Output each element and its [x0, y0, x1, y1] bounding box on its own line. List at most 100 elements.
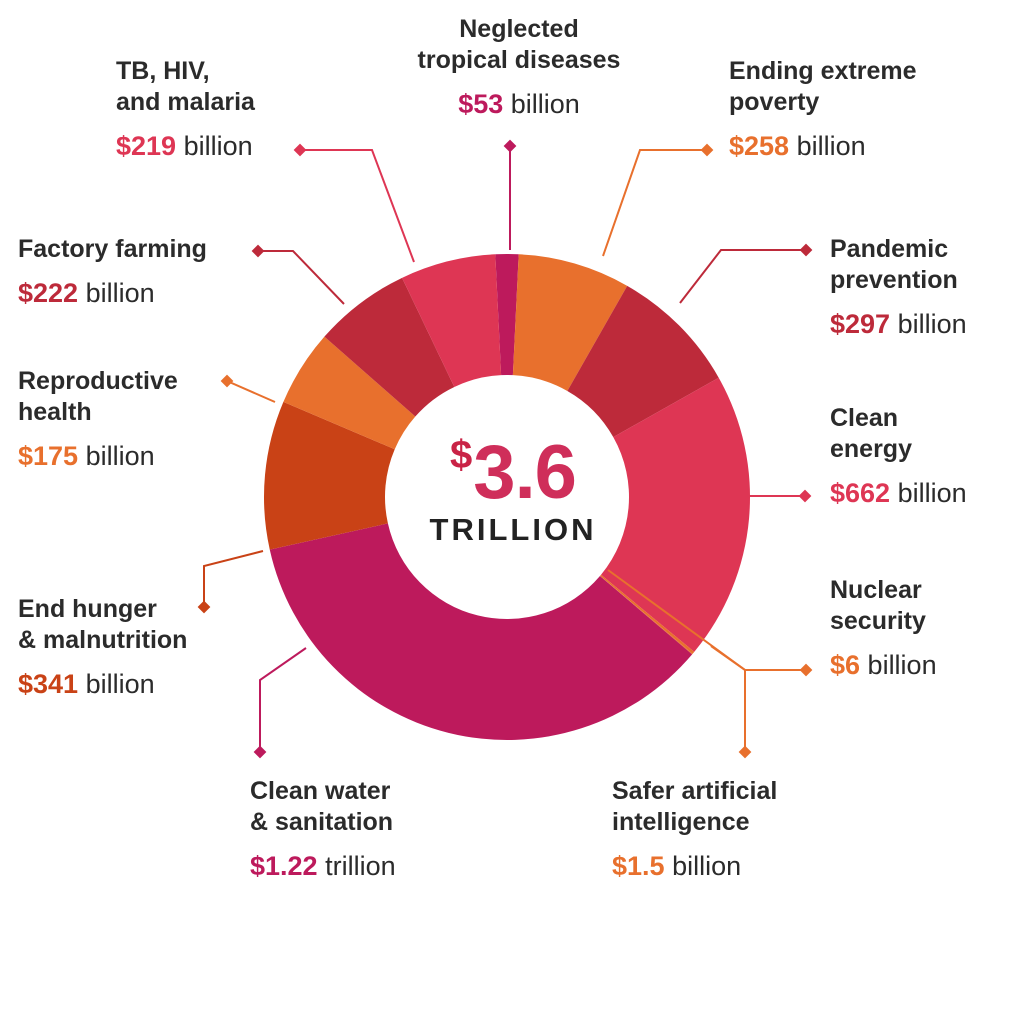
- leader-line-10: [258, 250, 345, 305]
- slice-name-3-line-2: prevention: [830, 266, 958, 294]
- slice-amount-unit-3: billion: [890, 309, 967, 339]
- slice-label-5: Nuclear security $6 billion: [830, 575, 937, 680]
- slice-label-9: Reproductive health $175 billion: [18, 366, 178, 471]
- slice-amount-unit-9: billion: [78, 441, 155, 471]
- slice-amount-unit-4: billion: [890, 478, 967, 508]
- slice-amount-10: $222 billion: [18, 278, 207, 308]
- leader-line-5: [710, 645, 806, 671]
- center-total-unit: TRILLION: [429, 512, 597, 547]
- slice-amount-1: $53 billion: [404, 89, 634, 119]
- slice-amount-6: $1.5 billion: [612, 851, 777, 881]
- leader-marker-11: [293, 143, 307, 157]
- slice-amount-value-5: $6: [830, 650, 861, 680]
- slice-11: [402, 254, 502, 387]
- center-currency: $: [450, 433, 472, 477]
- slice-6: [599, 575, 693, 655]
- slice-amount-value-6: $1.5: [612, 851, 665, 881]
- slice-amount-value-1: $53: [458, 89, 504, 119]
- slice-amount-value-3: $297: [830, 309, 891, 339]
- slice-1: [495, 253, 519, 376]
- slice-amount-7: $1.22 trillion: [250, 851, 396, 881]
- slice-amount-value-9: $175: [18, 441, 79, 471]
- slice-amount-unit-5: billion: [860, 650, 937, 680]
- slice-amount-value-8: $341: [18, 669, 79, 699]
- slice-amount-unit-7: trillion: [317, 851, 396, 881]
- leader-marker-7: [253, 745, 267, 759]
- slice-name-11-line-2: and malaria: [116, 88, 255, 116]
- slice-4: [601, 377, 750, 652]
- slice-amount-value-11: $219: [116, 131, 177, 161]
- leader-line-6: [607, 569, 746, 752]
- slice-name-8-line-1: End hunger: [18, 595, 157, 623]
- slice-label-7: Clean water & sanitation $1.22 trillion: [250, 776, 396, 881]
- leader-marker-1: [503, 139, 517, 153]
- slice-8: [264, 401, 395, 550]
- slice-amount-unit-8: billion: [78, 669, 155, 699]
- slice-amount-4: $662 billion: [830, 478, 967, 508]
- slice-name-8-line-2: & malnutrition: [18, 626, 188, 654]
- slice-name-10-line-1: Factory farming: [18, 235, 207, 263]
- slice-amount-unit-1: billion: [503, 89, 580, 119]
- slice-name-1-line-2: tropical diseases: [417, 46, 621, 74]
- slice-amount-11: $219 billion: [116, 131, 255, 161]
- leader-marker-9: [220, 374, 234, 388]
- slice-name-2-line-1: Ending extreme: [729, 57, 917, 85]
- slice-label-2: Ending extreme poverty $258 billion: [729, 56, 917, 161]
- slice-amount-2: $258 billion: [729, 131, 917, 161]
- leader-marker-10: [251, 244, 265, 258]
- slice-amount-value-10: $222: [18, 278, 79, 308]
- slice-label-1: Neglected tropical diseases $53 billion: [404, 14, 634, 119]
- slice-3: [567, 285, 719, 438]
- leader-line-11: [300, 149, 415, 263]
- slice-5: [600, 574, 695, 654]
- slice-amount-5: $6 billion: [830, 650, 937, 680]
- slice-7: [269, 523, 693, 740]
- slice-9: [283, 336, 416, 450]
- slice-name-9-line-2: health: [18, 398, 92, 426]
- slice-name-7-line-1: Clean water: [250, 777, 391, 805]
- center-number: 3.6: [473, 430, 577, 515]
- slice-label-11: TB, HIV, and malaria $219 billion: [116, 56, 255, 161]
- leader-line-3: [679, 249, 806, 304]
- slice-name-11-line-1: TB, HIV,: [116, 57, 210, 85]
- center-total-value: $3.6: [390, 412, 636, 516]
- slice-name-7-line-2: & sanitation: [250, 808, 394, 836]
- slice-name-6-line-1: Safer artificial: [612, 777, 778, 805]
- slice-name-3-line-1: Pandemic: [830, 235, 949, 263]
- leader-line-2: [602, 149, 707, 257]
- leader-marker-6: [738, 745, 752, 759]
- leader-marker-4: [798, 489, 812, 503]
- slice-name-5-line-1: Nuclear: [830, 576, 922, 604]
- leader-marker-8: [197, 600, 211, 614]
- leader-marker-2: [700, 143, 714, 157]
- leader-marker-3: [799, 243, 813, 257]
- slice-amount-value-2: $258: [729, 131, 790, 161]
- slice-amount-unit-11: billion: [176, 131, 253, 161]
- slice-10: [324, 277, 455, 417]
- slice-amount-8: $341 billion: [18, 669, 187, 699]
- slice-label-10: Factory farming $222 billion: [18, 234, 207, 308]
- slice-name-6-line-2: intelligence: [612, 808, 750, 836]
- slice-label-6: Safer artificial intelligence $1.5 billion: [612, 776, 777, 881]
- slice-label-4: Clean energy $662 billion: [830, 403, 967, 508]
- slice-name-2-line-2: poverty: [729, 88, 820, 116]
- leader-line-7: [259, 647, 307, 752]
- slice-2: [512, 254, 628, 391]
- slice-amount-unit-2: billion: [789, 131, 866, 161]
- slice-label-3: Pandemic prevention $297 billion: [830, 234, 967, 339]
- slice-amount-unit-6: billion: [664, 851, 742, 881]
- slice-name-4-line-1: Clean: [830, 404, 899, 432]
- slice-name-4-line-2: energy: [830, 435, 912, 463]
- center-total: $3.6 TRILLION: [390, 412, 636, 548]
- slice-amount-9: $175 billion: [18, 441, 178, 471]
- slice-amount-unit-10: billion: [78, 278, 155, 308]
- leader-line-9: [226, 380, 276, 403]
- slice-amount-3: $297 billion: [830, 309, 967, 339]
- slice-name-1-line-1: Neglected: [459, 15, 579, 43]
- slice-label-8: End hunger & malnutrition $341 billion: [18, 594, 187, 699]
- slice-name-9-line-1: Reproductive: [18, 367, 178, 395]
- leader-marker-5: [799, 663, 813, 677]
- slice-name-5-line-2: security: [830, 607, 926, 635]
